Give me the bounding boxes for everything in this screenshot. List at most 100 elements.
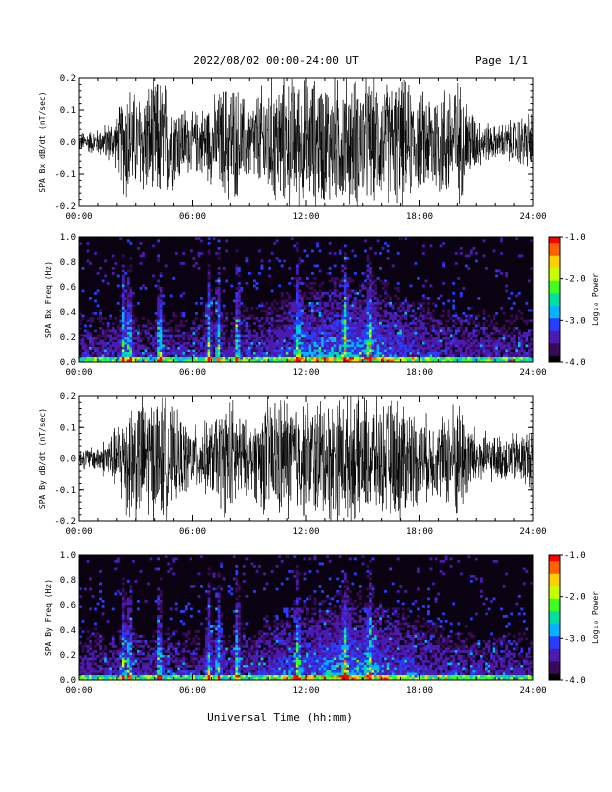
spectrogram-cell (515, 314, 519, 318)
spectrogram-cell (306, 357, 309, 360)
spectrogram-cell (79, 357, 82, 360)
spectrogram-cell (149, 662, 153, 666)
spectrogram-cell (159, 675, 163, 678)
spectrogram-cell (116, 349, 120, 353)
spectrogram-cell (361, 272, 365, 275)
spectrogram-cell (361, 312, 365, 315)
spectrogram-cell (318, 302, 322, 305)
spectrogram-cell (432, 309, 435, 313)
spectrogram-cell (182, 324, 186, 328)
spectrogram-cell (124, 309, 128, 313)
spectrogram-cell (167, 662, 171, 666)
spectrogram-cell (487, 314, 491, 318)
spectrogram-cell (124, 354, 128, 358)
spectrogram-cell (89, 337, 92, 340)
spectrogram-cell (152, 657, 155, 661)
spectrogram-cell (222, 354, 226, 358)
spectrogram-cell (323, 352, 327, 355)
spectrogram-cell (255, 339, 259, 343)
spectrogram-cell (129, 635, 133, 638)
spectrogram-cell (253, 349, 256, 353)
spectrogram-cell (131, 349, 135, 353)
spectrogram-cell (321, 317, 324, 320)
spectrogram-cell (275, 302, 279, 305)
spectrogram-cell (416, 334, 420, 338)
spectrogram-cell (99, 660, 102, 663)
spectrogram-cell (182, 334, 186, 338)
spectrogram-cell (220, 352, 224, 355)
spectrogram-cell (126, 660, 130, 663)
spectrogram-cell (482, 344, 486, 348)
spectrogram-cell (116, 302, 120, 305)
spectrogram-cell (469, 317, 473, 320)
spectrogram-cell (459, 349, 463, 353)
spectrogram-cell (343, 329, 347, 333)
spectrogram-cell (361, 282, 365, 285)
spectrogram-cell (129, 312, 133, 315)
spectrogram-cell (174, 660, 178, 663)
spectrogram-cell (111, 339, 115, 343)
spectrogram-cell (366, 359, 370, 363)
spectrogram-cell (454, 262, 458, 265)
spectrogram-cell (404, 299, 408, 303)
spectrogram-cell (111, 675, 115, 678)
spectrogram-cell (369, 317, 372, 320)
spectrogram-cell (487, 349, 491, 353)
spectrogram-cell (416, 354, 420, 358)
spectrogram-cell (159, 637, 163, 641)
spectrogram-cell (154, 347, 158, 350)
spectrogram-cell (346, 307, 350, 310)
spectrogram-cell (172, 572, 176, 576)
spectrogram-cell (321, 339, 324, 343)
spectrogram-cell (447, 319, 451, 323)
spectrogram-cell (419, 312, 423, 315)
spectrogram-cell (245, 282, 249, 285)
spectrogram-cell (318, 269, 322, 273)
spectrogram-cell (308, 309, 312, 313)
spectrogram-cell (316, 339, 319, 343)
spectrogram-cell (81, 342, 85, 345)
spectrogram-cell (109, 357, 113, 360)
spectrogram-cell (353, 312, 357, 315)
spectrogram-cell (366, 299, 370, 303)
spectrogram-cell (306, 304, 309, 308)
spectrogram-cell (442, 242, 446, 245)
spectrogram-cell (353, 339, 357, 343)
spectrogram-cell (482, 327, 486, 330)
spectrogram-cell (308, 322, 312, 325)
spectrogram-cell (358, 352, 362, 355)
spectrogram-cell (364, 352, 367, 355)
spectrogram-cell (94, 645, 97, 648)
spectrogram-cell (323, 322, 327, 325)
spectrogram-cell (237, 354, 241, 358)
spectrogram-cell (200, 677, 203, 681)
spectrogram-cell (369, 334, 372, 338)
spectrogram-cell (323, 307, 327, 310)
spectrogram-cell (202, 314, 206, 318)
spectrogram-cell (81, 359, 85, 363)
spectrogram-cell (323, 304, 327, 308)
spectrogram-cell (338, 327, 342, 330)
spectrogram-cell (404, 347, 408, 350)
spectrogram-cell (341, 292, 345, 295)
spectrogram-cell (129, 642, 133, 646)
spectrogram-cell (131, 640, 135, 643)
spectrogram-cell (157, 257, 161, 260)
spectrogram-cell (396, 329, 400, 333)
spectrogram-cell (336, 307, 340, 310)
spectrogram-cell (215, 349, 219, 353)
spectrogram-cell (321, 312, 324, 315)
spectrogram-cell (200, 342, 203, 345)
spectrogram-cell (179, 677, 183, 681)
spectrogram-cell (177, 665, 181, 668)
spectrogram-cell (409, 329, 413, 333)
spectrogram-cell (114, 660, 118, 663)
spectrogram-cell (366, 269, 370, 273)
spectrogram-cell (212, 344, 216, 348)
spectrogram-cell (444, 334, 448, 338)
spectrogram-cell (237, 307, 241, 310)
spectrogram-cell (187, 650, 191, 653)
spectrogram-cell (361, 332, 365, 335)
spectrogram-cell (358, 327, 362, 330)
spectrogram-cell (182, 622, 186, 626)
